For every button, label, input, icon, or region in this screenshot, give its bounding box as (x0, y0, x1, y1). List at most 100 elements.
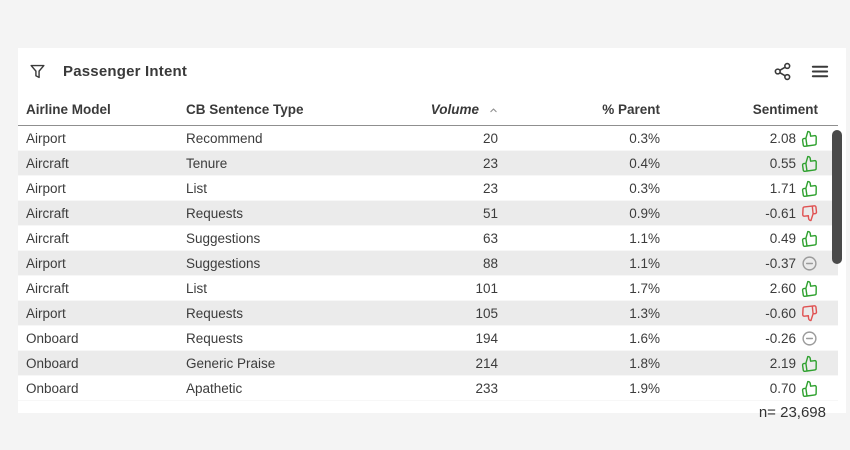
sentiment-cell: -0.26 (660, 326, 838, 351)
sentiment-cell: 1.71 (660, 176, 838, 201)
thumbs-down-icon (800, 304, 819, 323)
filter-funnel-icon[interactable] (28, 62, 47, 81)
airline-model-cell: Onboard (26, 355, 79, 371)
column-header-pct-parent[interactable]: % Parent (498, 94, 660, 126)
sentiment-cell: -0.60 (660, 301, 838, 326)
pct-parent-cell: 1.8% (629, 355, 660, 371)
sort-ascending-icon (489, 103, 498, 118)
airline-model-cell: Onboard (26, 380, 79, 396)
table-row[interactable]: Airport Recommend 20 0.3% 2.08 (18, 126, 838, 151)
thumbs-up-icon (800, 153, 819, 172)
passenger-intent-table: Airline Model CB Sentence Type Volume % … (18, 94, 838, 401)
pct-parent-cell: 1.3% (629, 305, 660, 321)
sentiment-cell: -0.37 (660, 251, 838, 276)
sentiment-cell: 2.60 (660, 276, 838, 301)
sentiment-value: 1.71 (769, 180, 796, 196)
sentiment-value: 0.70 (769, 380, 796, 396)
sentiment-value: 0.55 (769, 155, 796, 171)
airline-model-cell: Aircraft (26, 230, 69, 246)
airline-model-cell: Airport (26, 130, 66, 146)
table-row[interactable]: Airport Suggestions 88 1.1% -0.37 (18, 250, 838, 276)
thumbs-up-icon (800, 178, 819, 197)
sentiment-value: -0.60 (765, 305, 796, 321)
sample-size-value: n= 23,698 (758, 403, 826, 421)
volume-cell: 101 (475, 280, 498, 296)
pct-parent-cell: 1.1% (629, 255, 660, 271)
cb-sentence-type-cell: List (186, 180, 208, 196)
table-row[interactable]: Aircraft List 101 1.7% 2.60 (18, 276, 838, 301)
table-row[interactable]: Onboard Requests 194 1.6% -0.26 (18, 326, 838, 351)
sentiment-value: -0.26 (765, 330, 796, 346)
airline-model-cell: Aircraft (26, 280, 69, 296)
table-row[interactable]: Airport List 23 0.3% 1.71 (18, 176, 838, 201)
column-header-cb-sentence-type[interactable]: CB Sentence Type (186, 94, 426, 126)
sentiment-value: -0.37 (765, 255, 796, 271)
sample-size-footer: n= 23,698 (18, 401, 846, 423)
sentiment-value: 2.19 (769, 355, 796, 371)
sentiment-cell: -0.61 (660, 201, 838, 226)
volume-cell: 23 (482, 180, 498, 196)
sentiment-value: -0.61 (765, 205, 796, 221)
cb-sentence-type-cell: Tenure (186, 155, 228, 171)
volume-cell: 20 (482, 130, 498, 146)
vertical-scrollbar-thumb[interactable] (832, 130, 842, 264)
passenger-intent-widget: Passenger Intent Airline Model CB Senten… (18, 48, 846, 421)
share-icon[interactable] (773, 62, 792, 81)
thumbs-up-icon (800, 128, 819, 147)
thumbs-up-icon (800, 228, 819, 247)
widget-header: Passenger Intent (18, 48, 846, 94)
sentiment-cell: 2.08 (660, 126, 838, 151)
pct-parent-cell: 1.6% (629, 330, 660, 346)
pct-parent-cell: 0.4% (629, 155, 660, 171)
circle-minus-icon (801, 255, 818, 272)
cb-sentence-type-cell: Apathetic (186, 380, 243, 396)
thumbs-up-icon (800, 353, 819, 372)
table-row[interactable]: Aircraft Tenure 23 0.4% 0.55 (18, 150, 838, 176)
pct-parent-cell: 0.3% (629, 130, 660, 146)
sentiment-cell: 0.49 (660, 226, 838, 251)
thumbs-down-icon (800, 204, 819, 223)
column-header-volume[interactable]: Volume (426, 94, 498, 126)
volume-cell: 63 (482, 230, 498, 246)
cb-sentence-type-cell: Suggestions (186, 255, 261, 271)
sentiment-value: 0.49 (769, 230, 796, 246)
widget-actions (773, 62, 830, 81)
table-row[interactable]: Aircraft Suggestions 63 1.1% 0.49 (18, 226, 838, 251)
cb-sentence-type-cell: List (186, 280, 208, 296)
pct-parent-cell: 0.3% (629, 180, 660, 196)
airline-model-cell: Airport (26, 255, 66, 271)
hamburger-menu-icon[interactable] (810, 62, 830, 81)
airline-model-cell: Aircraft (26, 155, 69, 171)
cb-sentence-type-cell: Suggestions (186, 230, 261, 246)
volume-cell: 233 (475, 380, 498, 396)
table-row[interactable]: Aircraft Requests 51 0.9% -0.61 (18, 200, 838, 226)
circle-minus-icon (801, 330, 818, 347)
airline-model-cell: Airport (26, 305, 66, 321)
sentiment-value: 2.08 (769, 130, 796, 146)
table-row[interactable]: Onboard Apathetic 233 1.9% 0.70 (18, 376, 838, 401)
sentiment-cell: 0.55 (660, 151, 838, 176)
volume-cell: 194 (475, 330, 498, 346)
cb-sentence-type-cell: Generic Praise (186, 355, 276, 371)
volume-cell: 23 (482, 155, 498, 171)
column-header-sentiment[interactable]: Sentiment (660, 94, 838, 126)
sentiment-value: 2.60 (769, 280, 796, 296)
cb-sentence-type-cell: Requests (186, 305, 244, 321)
volume-cell: 51 (482, 205, 498, 221)
airline-model-cell: Airport (26, 180, 66, 196)
volume-cell: 214 (475, 355, 498, 371)
cb-sentence-type-cell: Requests (186, 205, 244, 221)
pct-parent-cell: 1.9% (629, 380, 660, 396)
cb-sentence-type-cell: Recommend (186, 130, 263, 146)
volume-cell: 105 (475, 305, 498, 321)
airline-model-cell: Aircraft (26, 205, 69, 221)
widget-title: Passenger Intent (63, 62, 188, 80)
table-row[interactable]: Onboard Generic Praise 214 1.8% 2.19 (18, 350, 838, 376)
airline-model-cell: Onboard (26, 330, 79, 346)
volume-cell: 88 (482, 255, 498, 271)
column-header-airline-model[interactable]: Airline Model (18, 94, 186, 126)
pct-parent-cell: 1.7% (629, 280, 660, 296)
thumbs-up-icon (800, 378, 819, 397)
thumbs-up-icon (800, 278, 819, 297)
table-row[interactable]: Airport Requests 105 1.3% -0.60 (18, 300, 838, 326)
